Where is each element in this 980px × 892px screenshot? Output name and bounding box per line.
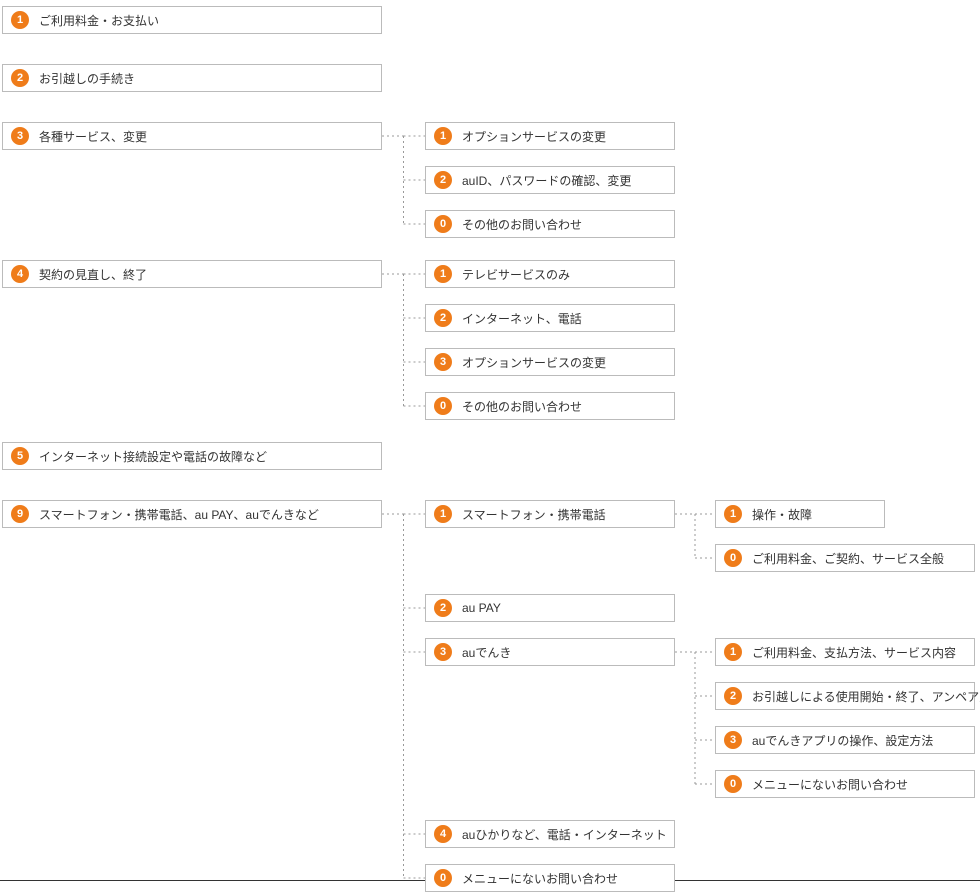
number-badge: 1 (434, 127, 452, 145)
number-badge: 3 (434, 643, 452, 661)
number-badge: 3 (434, 353, 452, 371)
menu-label: auでんき (462, 644, 511, 661)
menu-label: オプションサービスの変更 (462, 354, 606, 371)
menu-label: 各種サービス、変更 (39, 128, 147, 145)
menu-node[interactable]: 1 テレビサービスのみ (425, 260, 675, 288)
menu-label: その他のお問い合わせ (462, 216, 582, 233)
number-badge: 2 (434, 309, 452, 327)
number-badge: 0 (434, 869, 452, 887)
menu-label: その他のお問い合わせ (462, 398, 582, 415)
menu-label: メニューにないお問い合わせ (462, 870, 618, 887)
menu-label: インターネット接続設定や電話の故障など (39, 448, 267, 465)
menu-label: ご利用料金・お支払い (39, 12, 159, 29)
menu-label: au PAY (462, 601, 501, 615)
menu-node[interactable]: 1 ご利用料金・お支払い (2, 6, 382, 34)
menu-node[interactable]: 0 その他のお問い合わせ (425, 392, 675, 420)
number-badge: 0 (724, 549, 742, 567)
menu-label: お引越しの手続き (39, 70, 135, 87)
menu-node[interactable]: 2お引越しによる使用開始・終了、アンペア変更 (715, 682, 975, 710)
menu-node[interactable]: 4 契約の見直し、終了 (2, 260, 382, 288)
menu-label: 操作・故障 (752, 506, 812, 523)
menu-tree-diagram: 1 ご利用料金・お支払い 2 お引越しの手続き 3 各種サービス、変更 1 オプションサービス… (0, 0, 980, 881)
menu-node[interactable]: 1 ご利用料金、支払方法、サービス内容 (715, 638, 975, 666)
menu-node[interactable]: 3 auでんき (425, 638, 675, 666)
number-badge: 1 (11, 11, 29, 29)
number-badge: 3 (11, 127, 29, 145)
menu-node[interactable]: 1 スマートフォン・携帯電話 (425, 500, 675, 528)
menu-node[interactable]: 5 インターネット接続設定や電話の故障など (2, 442, 382, 470)
number-badge: 1 (434, 265, 452, 283)
number-badge: 2 (724, 687, 742, 705)
menu-node[interactable]: 0 その他のお問い合わせ (425, 210, 675, 238)
number-badge: 2 (11, 69, 29, 87)
number-badge: 5 (11, 447, 29, 465)
number-badge: 0 (724, 775, 742, 793)
number-badge: 2 (434, 599, 452, 617)
number-badge: 0 (434, 397, 452, 415)
number-badge: 4 (11, 265, 29, 283)
menu-node[interactable]: 2 インターネット、電話 (425, 304, 675, 332)
menu-label: スマートフォン・携帯電話 (462, 506, 606, 523)
menu-node[interactable]: 4 auひかりなど、電話・インターネット (425, 820, 675, 848)
menu-node[interactable]: 3 auでんきアプリの操作、設定方法 (715, 726, 975, 754)
menu-node[interactable]: 0 メニューにないお問い合わせ (715, 770, 975, 798)
menu-label: auID、パスワードの確認、変更 (462, 172, 631, 189)
menu-node[interactable]: 2 auID、パスワードの確認、変更 (425, 166, 675, 194)
menu-node[interactable]: 1 操作・故障 (715, 500, 885, 528)
menu-label: 契約の見直し、終了 (39, 266, 147, 283)
menu-label: auひかりなど、電話・インターネット (462, 826, 667, 843)
menu-node[interactable]: 0 ご利用料金、ご契約、サービス全般 (715, 544, 975, 572)
number-badge: 3 (724, 731, 742, 749)
number-badge: 2 (434, 171, 452, 189)
number-badge: 1 (724, 643, 742, 661)
menu-node[interactable]: 3 各種サービス、変更 (2, 122, 382, 150)
menu-node[interactable]: 9 スマートフォン・携帯電話、au PAY、auでんきなど (2, 500, 382, 528)
number-badge: 4 (434, 825, 452, 843)
menu-node[interactable]: 3 オプションサービスの変更 (425, 348, 675, 376)
menu-label: スマートフォン・携帯電話、au PAY、auでんきなど (39, 506, 319, 523)
number-badge: 9 (11, 505, 29, 523)
menu-label: auでんきアプリの操作、設定方法 (752, 732, 933, 749)
menu-label: メニューにないお問い合わせ (752, 776, 908, 793)
menu-label: ご利用料金、ご契約、サービス全般 (752, 550, 944, 567)
menu-label: オプションサービスの変更 (462, 128, 606, 145)
menu-node[interactable]: 2 au PAY (425, 594, 675, 622)
number-badge: 1 (724, 505, 742, 523)
menu-label: テレビサービスのみ (462, 266, 570, 283)
menu-node[interactable]: 1 オプションサービスの変更 (425, 122, 675, 150)
number-badge: 0 (434, 215, 452, 233)
menu-node[interactable]: 0 メニューにないお問い合わせ (425, 864, 675, 892)
menu-node[interactable]: 2 お引越しの手続き (2, 64, 382, 92)
number-badge: 1 (434, 505, 452, 523)
menu-label: インターネット、電話 (462, 310, 582, 327)
menu-label: ご利用料金、支払方法、サービス内容 (752, 644, 956, 661)
menu-label: お引越しによる使用開始・終了、アンペア変更 (752, 688, 980, 705)
